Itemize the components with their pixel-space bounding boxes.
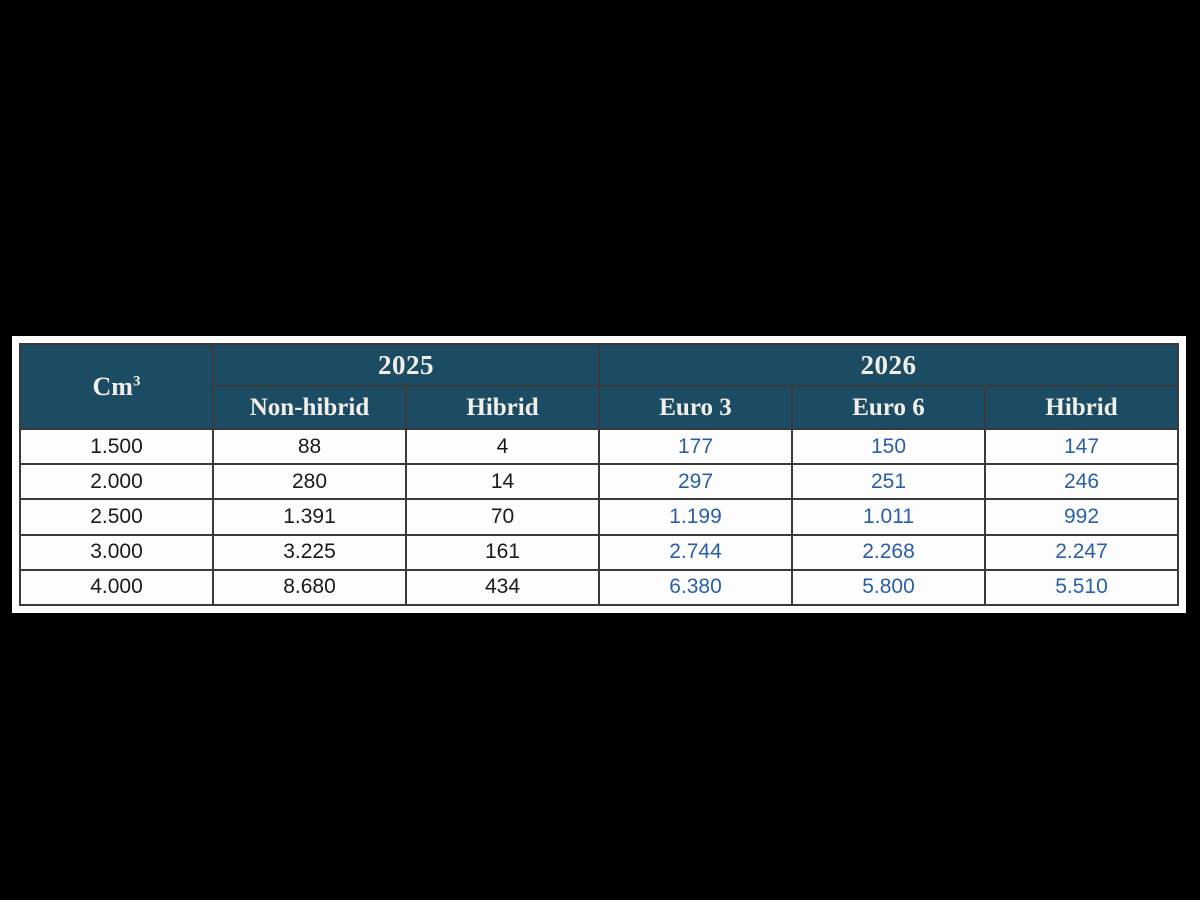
subheader-2025-hibrid: Hibrid [405, 385, 600, 430]
cell-2026-euro3: 177 [598, 427, 793, 466]
cell-2026-euro3: 297 [598, 463, 793, 501]
cell-2026-euro3: 6.380 [598, 568, 793, 607]
cell-2026-euro3: 1.199 [598, 498, 793, 536]
cell-cm3: 2.500 [19, 498, 214, 536]
cm3-base: Cm [92, 371, 133, 401]
cell-2026-euro6: 251 [791, 463, 986, 501]
table-frame: Cm3 2025 2026 Non-hibrid Hibrid Euro 3 E… [12, 336, 1186, 613]
cell-2025-non-hibrid: 8.680 [212, 568, 407, 607]
subheader-2026-euro3: Euro 3 [598, 385, 793, 430]
cell-2025-hibrid: 4 [405, 427, 600, 466]
cell-2025-non-hibrid: 280 [212, 463, 407, 501]
subheader-2025-non-hibrid: Non-hibrid [212, 385, 407, 430]
cell-cm3: 1.500 [19, 427, 214, 466]
cell-2025-non-hibrid: 3.225 [212, 533, 407, 571]
column-header-cm3: Cm3 [19, 343, 214, 430]
cell-2026-euro6: 5.800 [791, 568, 986, 607]
cell-2025-hibrid: 70 [405, 498, 600, 536]
year-header-2026: 2026 [598, 343, 1179, 387]
cell-2025-non-hibrid: 1.391 [212, 498, 407, 536]
subheader-row: Non-hibrid Hibrid Euro 3 Euro 6 Hibrid [20, 385, 1179, 430]
cell-2025-hibrid: 161 [405, 533, 600, 571]
cell-2026-hibrid: 147 [984, 427, 1179, 466]
cell-2025-hibrid: 434 [405, 568, 600, 607]
cell-cm3: 4.000 [19, 568, 214, 607]
table-row: 2.000 280 14 297 251 246 [19, 463, 1179, 501]
cell-cm3: 2.000 [19, 463, 214, 501]
year-header-row: Cm3 2025 2026 [19, 343, 1179, 430]
cell-2026-euro3: 2.744 [598, 533, 793, 571]
cm3-superscript: 3 [132, 372, 141, 389]
subheader-2026-hibrid: Hibrid [984, 385, 1179, 430]
cell-2026-euro6: 150 [791, 427, 986, 466]
table-row: 1.500 88 4 177 150 147 [19, 427, 1179, 466]
year-header-2025: 2025 [212, 343, 600, 387]
cell-2026-hibrid: 5.510 [984, 568, 1179, 607]
cell-2025-non-hibrid: 88 [212, 427, 407, 466]
table-row: 4.000 8.680 434 6.380 5.800 5.510 [19, 568, 1179, 607]
cell-2026-euro6: 2.268 [791, 533, 986, 571]
tax-table: Cm3 2025 2026 Non-hibrid Hibrid Euro 3 E… [19, 343, 1179, 607]
cell-2026-hibrid: 246 [984, 463, 1179, 501]
table-row: 3.000 3.225 161 2.744 2.268 2.247 [19, 533, 1179, 571]
cell-2026-hibrid: 2.247 [984, 533, 1179, 571]
table-row: 2.500 1.391 70 1.199 1.011 992 [19, 498, 1179, 536]
cell-2026-euro6: 1.011 [791, 498, 986, 536]
cell-2026-hibrid: 992 [984, 498, 1179, 536]
cell-2025-hibrid: 14 [405, 463, 600, 501]
subheader-2026-euro6: Euro 6 [791, 385, 986, 430]
cell-cm3: 3.000 [19, 533, 214, 571]
